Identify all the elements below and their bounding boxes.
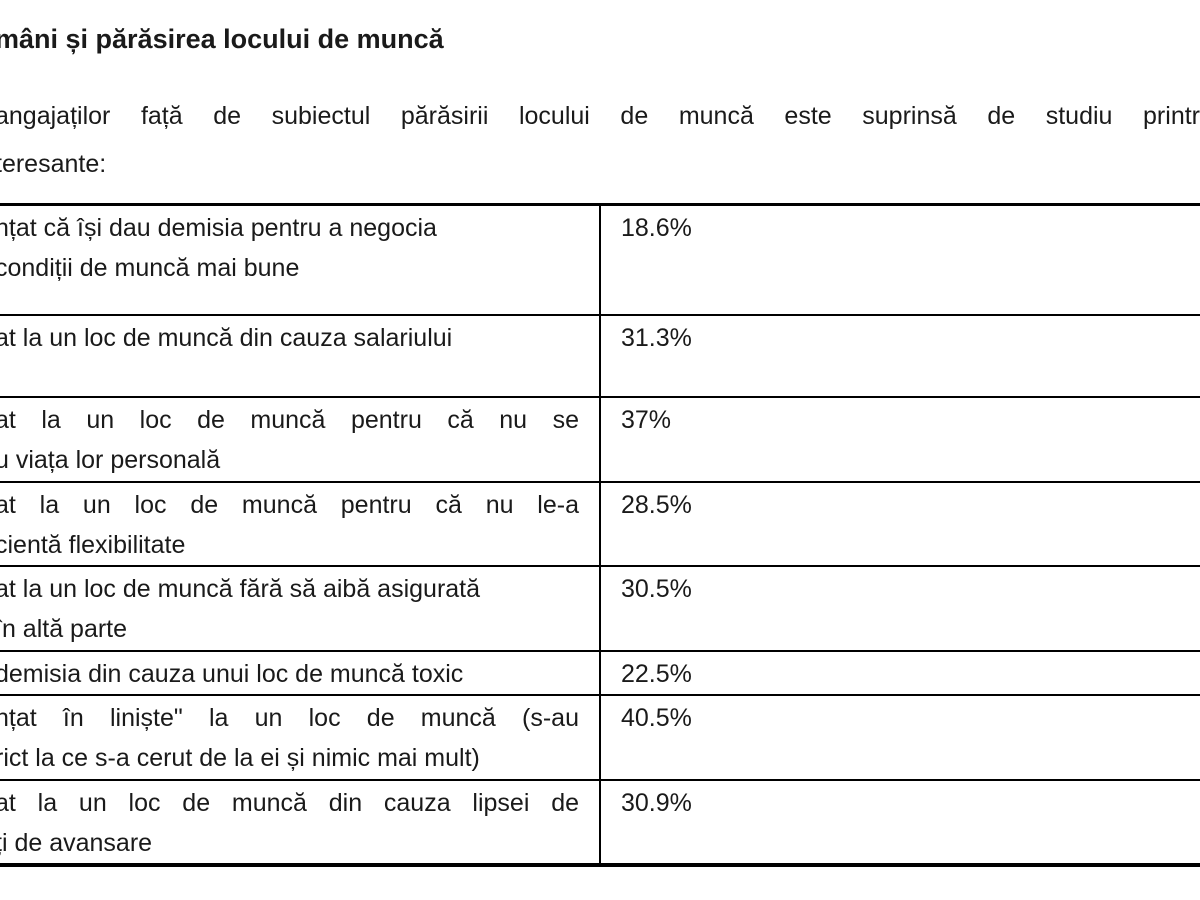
row-value: 31.3% bbox=[599, 313, 1200, 398]
row-label: demisia din cauza unui loc de muncă toxi… bbox=[0, 649, 601, 696]
table-row: at la un loc de muncă pentru că nu se u v… bbox=[0, 395, 1200, 483]
row-value: 30.9% bbox=[599, 778, 1200, 867]
row-label-line: at la un loc de muncă din cauza lipsei d… bbox=[0, 788, 579, 817]
row-label-line: în altă parte bbox=[0, 614, 128, 643]
row-label-line: rict la ce s-a cerut de la ei și nimic m… bbox=[0, 743, 480, 772]
row-label: nțat că își dau demisia pentru a negocia… bbox=[0, 203, 601, 316]
row-value: 37% bbox=[599, 395, 1200, 483]
document-page: mâni și părăsirea locului de muncă angaj… bbox=[0, 24, 1200, 867]
row-label-line: nțat în liniște" la un loc de muncă (s-a… bbox=[0, 703, 579, 732]
table-row: at la un loc de muncă din cauza lipsei d… bbox=[0, 778, 1200, 867]
row-label-line: ți de avansare bbox=[0, 828, 153, 857]
intro-line-2: teresante: bbox=[0, 150, 107, 178]
intro-paragraph: angajaților față de subiectul părăsirii … bbox=[0, 92, 1200, 188]
statistics-table: nțat că își dau demisia pentru a negocia… bbox=[0, 203, 1200, 867]
table-row: at la un loc de muncă fără să aibă asigu… bbox=[0, 564, 1200, 652]
row-label-line: at la un loc de muncă pentru că nu le-a bbox=[0, 490, 579, 519]
row-label: at la un loc de muncă pentru că nu se u v… bbox=[0, 395, 601, 483]
row-value: 40.5% bbox=[599, 693, 1200, 781]
table-row: at la un loc de muncă din cauza salariul… bbox=[0, 313, 1200, 398]
row-label: at la un loc de muncă fără să aibă asigu… bbox=[0, 564, 601, 652]
row-label-line: cientă flexibilitate bbox=[0, 530, 186, 559]
row-label-line: at la un loc de muncă din cauza salariul… bbox=[0, 323, 453, 352]
row-label-line: condiții de muncă mai bune bbox=[0, 254, 300, 282]
table-row: nțat în liniște" la un loc de muncă (s-a… bbox=[0, 693, 1200, 781]
document-title: mâni și părăsirea locului de muncă bbox=[0, 24, 444, 54]
row-value: 30.5% bbox=[599, 564, 1200, 652]
table-row: at la un loc de muncă pentru că nu le-a c… bbox=[0, 480, 1200, 567]
intro-line-1: angajaților față de subiectul părăsirii … bbox=[0, 102, 1200, 130]
row-label-line: nțat că își dau demisia pentru a negocia bbox=[0, 214, 437, 242]
row-label-line: at la un loc de muncă fără să aibă asigu… bbox=[0, 574, 481, 603]
row-label: at la un loc de muncă din cauza lipsei d… bbox=[0, 778, 601, 867]
row-value: 22.5% bbox=[599, 649, 1200, 696]
table-row: demisia din cauza unui loc de muncă toxi… bbox=[0, 649, 1200, 696]
table-row: nțat că își dau demisia pentru a negocia… bbox=[0, 203, 1200, 316]
row-value: 18.6% bbox=[599, 203, 1200, 316]
row-label: at la un loc de muncă pentru că nu le-a c… bbox=[0, 480, 601, 567]
row-label-line: demisia din cauza unui loc de muncă toxi… bbox=[0, 659, 464, 688]
row-label: nțat în liniște" la un loc de muncă (s-a… bbox=[0, 693, 601, 781]
row-label: at la un loc de muncă din cauza salariul… bbox=[0, 313, 601, 398]
row-label-line: at la un loc de muncă pentru că nu se bbox=[0, 405, 579, 434]
row-value: 28.5% bbox=[599, 480, 1200, 567]
row-label-line: u viața lor personală bbox=[0, 445, 221, 474]
